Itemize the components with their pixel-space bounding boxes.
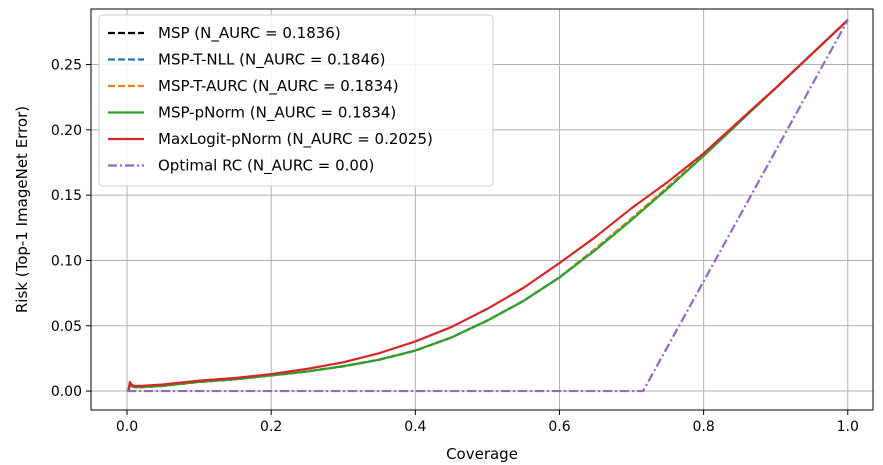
y-tick-label: 0.10 <box>51 253 82 269</box>
x-axis-label: Coverage <box>446 445 518 463</box>
x-tick-label: 0.8 <box>692 419 714 435</box>
legend-label-2: MSP-T-AURC (N_AURC = 0.1834) <box>158 77 399 96</box>
x-tick-label: 0.4 <box>404 419 426 435</box>
legend-label-0: MSP (N_AURC = 0.1836) <box>158 24 341 43</box>
legend-label-4: MaxLogit-pNorm (N_AURC = 0.2025) <box>158 130 433 149</box>
x-tick-label: 0.2 <box>260 419 282 435</box>
y-axis-label: Risk (Top-1 ImageNet Error) <box>13 106 31 313</box>
x-tick-label: 0.6 <box>548 419 570 435</box>
y-tick-label: 0.25 <box>51 58 82 74</box>
series-line-4 <box>127 19 849 392</box>
y-tick-label: 0.00 <box>51 384 82 400</box>
x-tick-label: 1.0 <box>837 419 859 435</box>
y-tick-label: 0.20 <box>51 123 82 139</box>
plot-frame <box>90 8 874 411</box>
legend-label-1: MSP-T-NLL (N_AURC = 0.1846) <box>158 51 386 70</box>
series-line-5 <box>127 19 849 393</box>
y-tick-label: 0.15 <box>51 188 82 204</box>
legend: MSP (N_AURC = 0.1836) MSP-T-NLL (N_AURC =… <box>98 14 494 187</box>
legend-label-3: MSP-pNorm (N_AURC = 0.1834) <box>158 104 396 123</box>
x-tick-label: 0.0 <box>116 419 138 435</box>
series-line-3 <box>127 19 849 392</box>
y-tick-label: 0.05 <box>51 319 82 335</box>
legend-box <box>98 14 494 187</box>
legend-label-5: Optimal RC (N_AURC = 0.00) <box>158 157 374 176</box>
axis-ticks: 0.0 0.2 0.4 0.6 0.8 1.0 0.00 0.05 0.10 0.15 0.20 0.… <box>51 58 859 435</box>
plot-area <box>127 19 849 393</box>
